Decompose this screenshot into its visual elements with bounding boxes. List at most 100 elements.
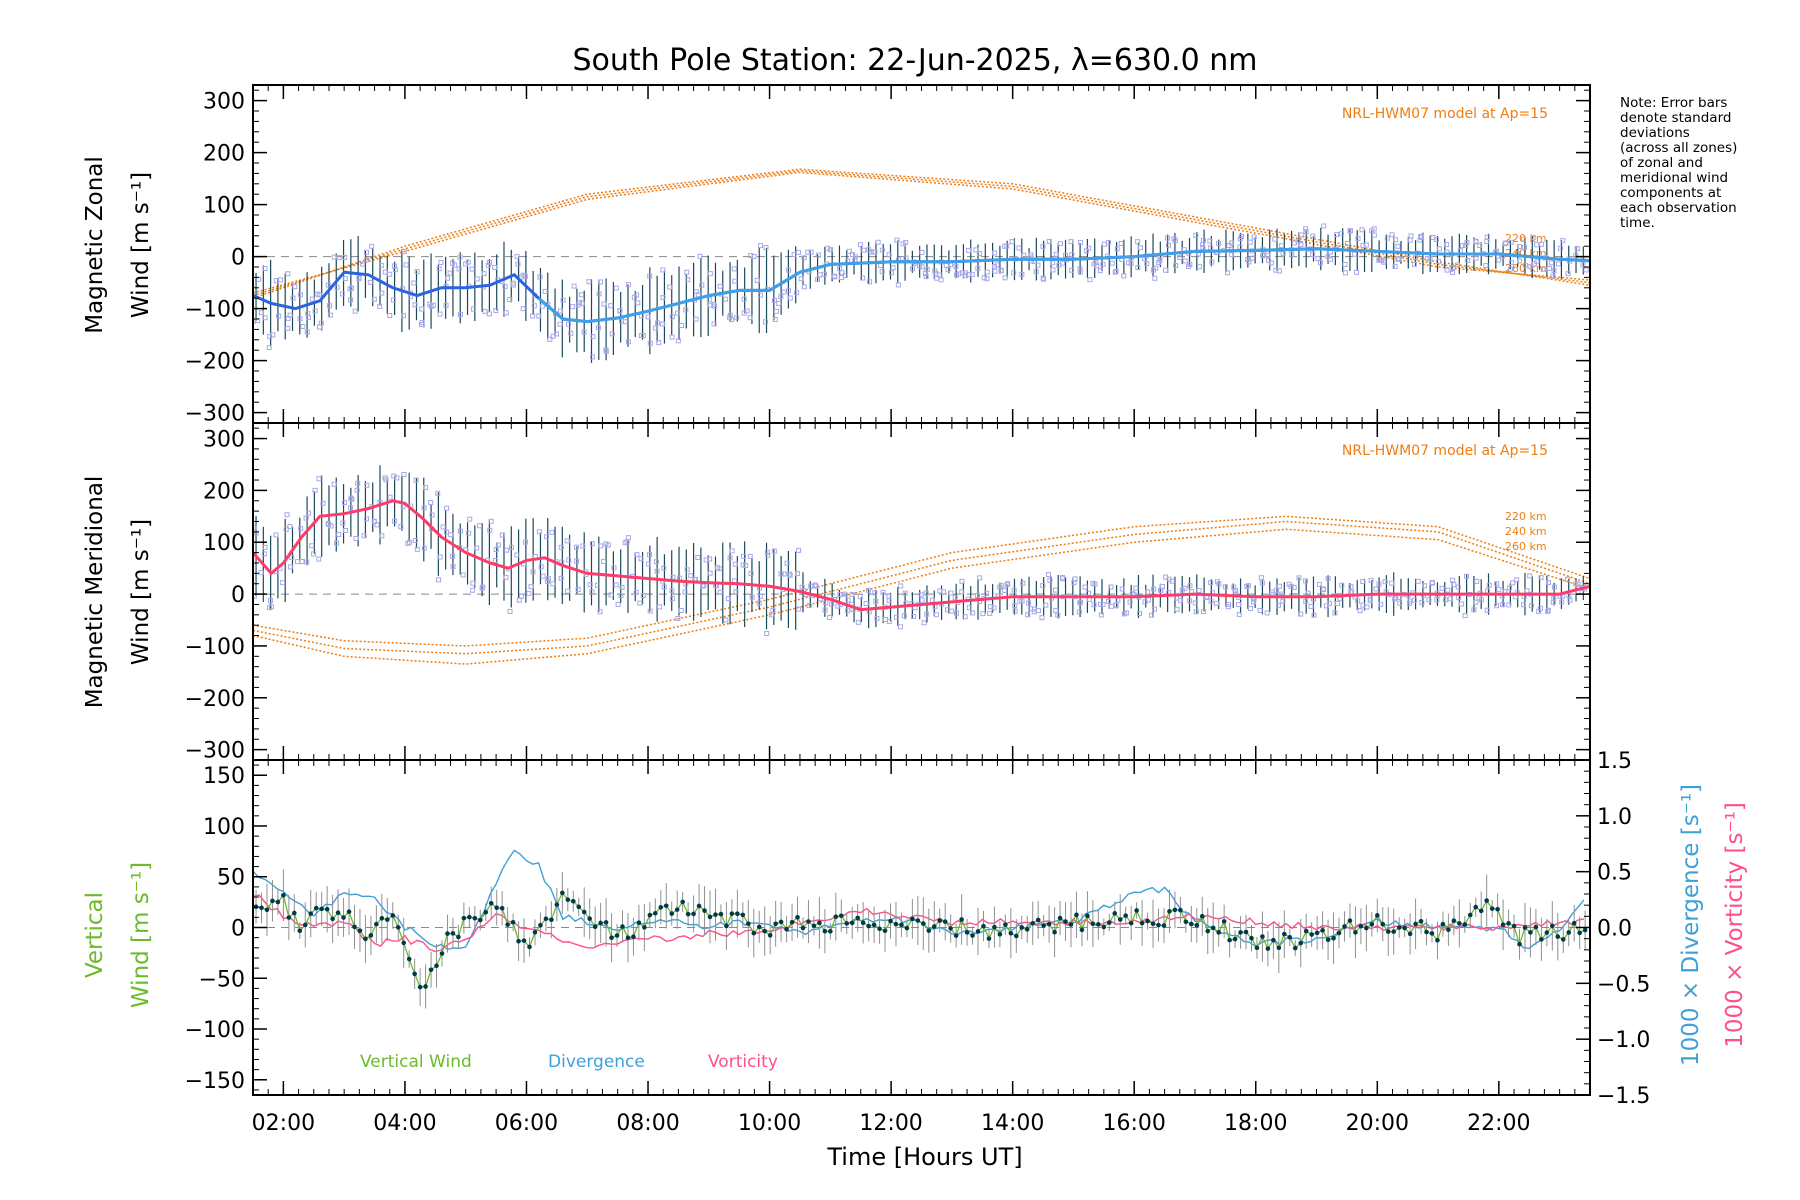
zone-scatter-point — [1369, 228, 1375, 234]
zone-scatter-point — [1119, 586, 1125, 592]
zone-scatter-point — [1360, 243, 1366, 249]
right-y-tick-label: 1.5 — [1597, 749, 1632, 774]
zone-scatter-point — [339, 291, 345, 297]
zone-scatter-point — [657, 604, 663, 610]
zone-scatter-point — [387, 271, 393, 277]
y-tick-label: 50 — [217, 866, 245, 891]
note-line: components at — [1620, 185, 1722, 201]
zone-scatter-point — [1169, 578, 1175, 584]
zone-scatter-point — [1004, 582, 1010, 588]
zone-scatter-point — [608, 592, 614, 598]
zone-scatter-point — [933, 612, 939, 618]
zone-scatter-point — [1548, 260, 1554, 266]
zone-scatter-point — [1207, 238, 1213, 244]
zone-scatter-point — [1237, 244, 1243, 250]
zone-scatter-point — [571, 283, 577, 289]
vertical-wind-point — [1457, 921, 1462, 926]
zone-scatter-point — [1225, 604, 1231, 610]
zone-scatter-point — [984, 590, 990, 596]
zone-scatter-point — [568, 330, 574, 336]
zone-scatter-point — [276, 313, 282, 319]
zone-scatter-point — [364, 482, 370, 488]
zone-scatter-point — [1321, 223, 1327, 229]
zone-scatter-point — [1164, 235, 1170, 241]
zone-scatter-point — [932, 268, 938, 274]
vertical-wind-point — [871, 922, 877, 928]
zone-scatter-point — [954, 272, 960, 278]
zone-scatter-point — [1395, 256, 1401, 262]
zone-scatter-point — [732, 278, 738, 284]
vertical-wind-point — [663, 903, 669, 909]
zone-scatter-point — [837, 591, 843, 597]
zone-scatter-point — [1303, 226, 1309, 232]
note-line: time. — [1620, 215, 1655, 231]
vertical-wind-point — [538, 922, 543, 928]
vertical-wind-panel: Vertical Wind [m s⁻¹] 1000 × Divergence … — [82, 749, 1748, 1109]
meridional-ylabel-line2: Wind [m s⁻¹] — [128, 519, 154, 665]
vertical-wind-point — [1134, 908, 1139, 913]
zone-scatter-point — [287, 523, 293, 529]
zone-scatter-point — [949, 608, 955, 614]
zone-scatter-point — [1069, 252, 1075, 258]
vertical-wind-point — [882, 928, 888, 934]
zone-scatter-point — [1201, 609, 1207, 615]
zone-scatter-point — [1530, 235, 1536, 241]
zone-scatter-point — [645, 314, 651, 320]
zone-scatter-point — [937, 588, 943, 594]
zone-scatter-point — [444, 529, 450, 535]
zone-scatter-point — [1510, 580, 1516, 586]
zone-scatter-point — [1087, 277, 1093, 283]
zone-scatter-point — [992, 268, 998, 274]
zone-scatter-point — [932, 603, 938, 609]
zone-scatter-point — [1272, 236, 1278, 242]
zone-scatter-point — [1295, 238, 1301, 244]
error-bar-note: Note: Error bars denote standard deviati… — [1620, 96, 1790, 231]
zone-scatter-point — [419, 306, 425, 312]
x-tick-label: 02:00 — [252, 1111, 315, 1136]
zone-scatter-point — [1040, 583, 1046, 589]
zone-scatter-point — [363, 249, 369, 255]
zone-scatter-point — [1426, 597, 1432, 603]
zone-scatter-point — [923, 274, 929, 280]
zone-scatter-point — [1351, 251, 1357, 257]
vertical-wind-point — [855, 915, 860, 921]
zone-scatter-point — [495, 542, 501, 548]
zone-scatter-point — [1436, 246, 1442, 252]
zone-scatter-point — [857, 242, 863, 248]
zone-scatter-point — [514, 254, 520, 260]
y-tick-label: −100 — [185, 635, 245, 660]
zone-scatter-point — [1345, 240, 1351, 246]
zone-scatter-point — [558, 575, 564, 581]
zone-scatter-point — [1077, 269, 1083, 275]
zone-scatter-point — [1478, 597, 1484, 603]
vertical-wind-point — [1199, 913, 1205, 919]
zone-scatter-point — [660, 295, 666, 301]
zone-scatter-point — [1040, 243, 1046, 249]
zone-scatter-point — [1455, 584, 1461, 590]
zone-scatter-point — [645, 561, 651, 567]
zone-scatter-point — [1244, 584, 1250, 590]
zone-scatter-point — [839, 270, 845, 276]
zone-scatter-point — [1474, 578, 1480, 584]
zone-scatter-point — [1171, 236, 1177, 242]
vertical-wind-point — [778, 919, 784, 925]
zone-scatter-point — [1463, 242, 1469, 248]
zone-scatter-point — [831, 273, 837, 279]
zone-scatter-point — [449, 260, 455, 266]
zonal-ylabel-line2: Wind [m s⁻¹] — [128, 172, 154, 318]
zone-scatter-point — [334, 284, 340, 290]
vertical-wind-point — [1484, 898, 1489, 903]
zone-scatter-point — [684, 269, 690, 275]
meridional-ylabel-line1: Magnetic Meridional — [82, 476, 108, 709]
vertical-wind-point — [1435, 938, 1440, 943]
vertical-wind-point — [456, 934, 461, 940]
zone-scatter-point — [845, 608, 851, 614]
vertical-wind-point — [740, 912, 746, 918]
zone-scatter-point — [309, 543, 315, 549]
vertical-wind-point — [1571, 920, 1577, 926]
vertical-wind-point — [959, 917, 964, 922]
vertical-wind-point — [1068, 922, 1074, 927]
zone-scatter-point — [1157, 257, 1163, 263]
zone-scatter-point — [1105, 239, 1111, 245]
zone-scatter-point — [566, 557, 572, 563]
